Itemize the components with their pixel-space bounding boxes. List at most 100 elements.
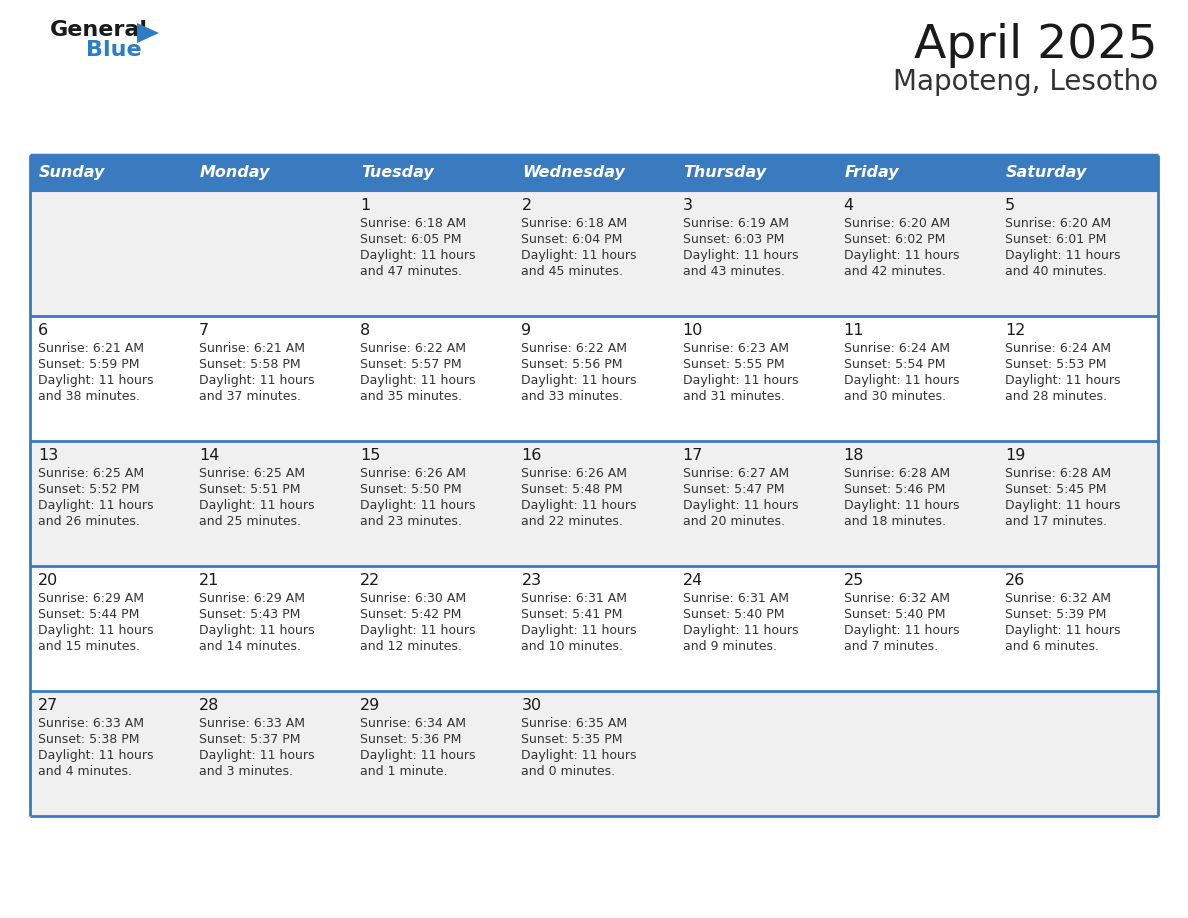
Text: Sunrise: 6:24 AM: Sunrise: 6:24 AM [1005, 342, 1111, 355]
Text: Sunset: 5:41 PM: Sunset: 5:41 PM [522, 608, 623, 621]
Bar [513, 566, 675, 691]
Text: 28: 28 [200, 698, 220, 713]
Text: and 31 minutes.: and 31 minutes. [683, 390, 784, 403]
Text: Daylight: 11 hours: Daylight: 11 hours [200, 749, 315, 762]
Text: Sunset: 5:46 PM: Sunset: 5:46 PM [843, 483, 946, 496]
Bar [191, 566, 353, 691]
Text: Thursday: Thursday [683, 165, 766, 181]
Text: Sunrise: 6:34 AM: Sunrise: 6:34 AM [360, 717, 466, 730]
Text: Sunrise: 6:26 AM: Sunrise: 6:26 AM [360, 467, 466, 480]
Text: Sunrise: 6:33 AM: Sunrise: 6:33 AM [200, 717, 305, 730]
Bar [675, 691, 835, 816]
Text: Sunrise: 6:20 AM: Sunrise: 6:20 AM [1005, 217, 1111, 230]
Text: 16: 16 [522, 448, 542, 463]
Text: Sunset: 5:51 PM: Sunset: 5:51 PM [200, 483, 301, 496]
Text: and 3 minutes.: and 3 minutes. [200, 765, 293, 778]
Text: Sunset: 5:56 PM: Sunset: 5:56 PM [522, 358, 623, 371]
Text: Daylight: 11 hours: Daylight: 11 hours [522, 749, 637, 762]
Text: Sunset: 5:59 PM: Sunset: 5:59 PM [38, 358, 139, 371]
Bar [353, 566, 513, 691]
Text: 27: 27 [38, 698, 58, 713]
Text: Monday: Monday [200, 165, 271, 181]
Text: Sunset: 5:35 PM: Sunset: 5:35 PM [522, 733, 623, 746]
Text: Daylight: 11 hours: Daylight: 11 hours [360, 249, 475, 262]
Text: Sunrise: 6:31 AM: Sunrise: 6:31 AM [683, 592, 789, 605]
Text: and 18 minutes.: and 18 minutes. [843, 515, 946, 528]
Text: Sunrise: 6:18 AM: Sunrise: 6:18 AM [360, 217, 467, 230]
Text: 21: 21 [200, 573, 220, 588]
Text: Daylight: 11 hours: Daylight: 11 hours [683, 374, 798, 387]
Text: Blue: Blue [86, 40, 141, 60]
Text: Daylight: 11 hours: Daylight: 11 hours [38, 499, 153, 512]
Bar [835, 155, 997, 191]
Text: Daylight: 11 hours: Daylight: 11 hours [38, 749, 153, 762]
Text: Daylight: 11 hours: Daylight: 11 hours [522, 499, 637, 512]
Text: Sunrise: 6:18 AM: Sunrise: 6:18 AM [522, 217, 627, 230]
Text: Sunset: 5:37 PM: Sunset: 5:37 PM [200, 733, 301, 746]
Text: and 0 minutes.: and 0 minutes. [522, 765, 615, 778]
Text: Sunset: 5:50 PM: Sunset: 5:50 PM [360, 483, 462, 496]
Text: and 25 minutes.: and 25 minutes. [200, 515, 301, 528]
Text: Daylight: 11 hours: Daylight: 11 hours [683, 249, 798, 262]
Text: Sunrise: 6:27 AM: Sunrise: 6:27 AM [683, 467, 789, 480]
Bar [191, 316, 353, 441]
Text: Daylight: 11 hours: Daylight: 11 hours [360, 499, 475, 512]
Text: 24: 24 [683, 573, 703, 588]
Text: and 23 minutes.: and 23 minutes. [360, 515, 462, 528]
Text: 18: 18 [843, 448, 864, 463]
Text: 2: 2 [522, 198, 531, 213]
Text: 30: 30 [522, 698, 542, 713]
Text: Wednesday: Wednesday [523, 165, 625, 181]
Text: Sunrise: 6:32 AM: Sunrise: 6:32 AM [843, 592, 949, 605]
Bar [353, 191, 513, 316]
Bar [30, 155, 191, 191]
Text: Sunset: 6:04 PM: Sunset: 6:04 PM [522, 233, 623, 246]
Text: and 14 minutes.: and 14 minutes. [200, 640, 301, 653]
Text: Sunrise: 6:24 AM: Sunrise: 6:24 AM [843, 342, 949, 355]
Text: Daylight: 11 hours: Daylight: 11 hours [843, 624, 959, 637]
Text: 23: 23 [522, 573, 542, 588]
Text: Sunset: 5:55 PM: Sunset: 5:55 PM [683, 358, 784, 371]
Text: 1: 1 [360, 198, 371, 213]
Text: Daylight: 11 hours: Daylight: 11 hours [1005, 624, 1120, 637]
Text: Mapoteng, Lesotho: Mapoteng, Lesotho [893, 68, 1158, 96]
Bar [835, 316, 997, 441]
Text: Daylight: 11 hours: Daylight: 11 hours [522, 624, 637, 637]
Bar [30, 566, 191, 691]
Bar [835, 566, 997, 691]
Bar [191, 441, 353, 566]
Text: Sunset: 6:01 PM: Sunset: 6:01 PM [1005, 233, 1106, 246]
Text: Daylight: 11 hours: Daylight: 11 hours [360, 624, 475, 637]
Text: 4: 4 [843, 198, 854, 213]
Text: 11: 11 [843, 323, 864, 338]
Bar [353, 155, 513, 191]
Text: and 1 minute.: and 1 minute. [360, 765, 448, 778]
Text: Daylight: 11 hours: Daylight: 11 hours [1005, 499, 1120, 512]
Text: Sunrise: 6:20 AM: Sunrise: 6:20 AM [843, 217, 950, 230]
Text: and 38 minutes.: and 38 minutes. [38, 390, 140, 403]
Text: Daylight: 11 hours: Daylight: 11 hours [38, 374, 153, 387]
Text: Sunrise: 6:32 AM: Sunrise: 6:32 AM [1005, 592, 1111, 605]
Text: and 12 minutes.: and 12 minutes. [360, 640, 462, 653]
Text: Sunset: 5:36 PM: Sunset: 5:36 PM [360, 733, 462, 746]
Bar [513, 316, 675, 441]
Text: 7: 7 [200, 323, 209, 338]
Text: 26: 26 [1005, 573, 1025, 588]
Text: and 9 minutes.: and 9 minutes. [683, 640, 777, 653]
Text: Sunrise: 6:21 AM: Sunrise: 6:21 AM [200, 342, 305, 355]
Text: Daylight: 11 hours: Daylight: 11 hours [522, 374, 637, 387]
Text: and 37 minutes.: and 37 minutes. [200, 390, 301, 403]
Text: 19: 19 [1005, 448, 1025, 463]
Text: Sunset: 5:44 PM: Sunset: 5:44 PM [38, 608, 139, 621]
Text: Sunrise: 6:33 AM: Sunrise: 6:33 AM [38, 717, 144, 730]
Text: Daylight: 11 hours: Daylight: 11 hours [843, 374, 959, 387]
Text: Sunrise: 6:31 AM: Sunrise: 6:31 AM [522, 592, 627, 605]
Text: and 40 minutes.: and 40 minutes. [1005, 265, 1107, 278]
Text: and 17 minutes.: and 17 minutes. [1005, 515, 1107, 528]
Text: Daylight: 11 hours: Daylight: 11 hours [683, 624, 798, 637]
Text: Daylight: 11 hours: Daylight: 11 hours [683, 499, 798, 512]
Text: Sunset: 5:40 PM: Sunset: 5:40 PM [843, 608, 946, 621]
Text: Sunset: 6:05 PM: Sunset: 6:05 PM [360, 233, 462, 246]
Bar [513, 191, 675, 316]
Text: and 33 minutes.: and 33 minutes. [522, 390, 624, 403]
